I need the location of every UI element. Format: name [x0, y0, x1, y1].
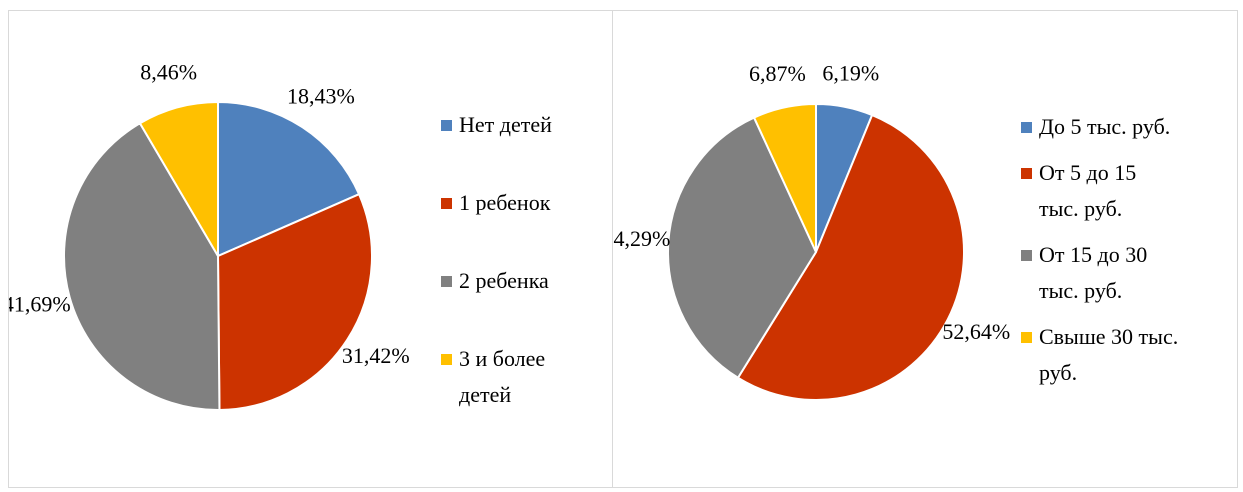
pie-slice	[752, 102, 817, 253]
legend-swatch	[1021, 332, 1032, 343]
legend-swatch	[441, 198, 452, 209]
legend-item: От 15 до 30 тыс. руб.	[1021, 237, 1181, 309]
data-label: 8,46%	[140, 60, 197, 85]
pie-slice	[138, 100, 219, 260]
pie-slice	[216, 192, 373, 412]
data-label: 52,64%	[942, 319, 1010, 344]
data-label: 18,43%	[287, 84, 355, 109]
legend-swatch	[1021, 250, 1032, 261]
chart-panel: 18,43% 31,42% 41,69% 8,46% Нет детей 1 ребен…	[8, 10, 613, 488]
legend-swatch	[1021, 168, 1032, 179]
legend-swatch	[441, 354, 452, 365]
data-label: 34,29%	[613, 226, 670, 251]
pie-slice	[736, 113, 965, 401]
legend-label: От 15 до 30 тыс. руб.	[1039, 242, 1148, 303]
pie-slice	[217, 100, 361, 258]
legend: Нет детей 1 ребенок 2 ребенка 3 и более дет…	[441, 107, 591, 413]
data-label: 41,69%	[9, 291, 71, 316]
legend-label: 3 и более детей	[459, 346, 546, 407]
legend-label: 2 ребенка	[459, 268, 549, 293]
data-label: 31,42%	[342, 343, 410, 368]
legend-swatch	[1021, 122, 1032, 133]
legend-label: До 5 тыс. руб.	[1039, 114, 1171, 139]
legend-label: Нет детей	[459, 112, 552, 137]
legend-item: Нет детей	[441, 107, 591, 143]
legend-item: От 5 до 15 тыс. руб.	[1021, 155, 1181, 227]
legend-item: 2 ребенка	[441, 263, 591, 299]
pie-slice	[63, 121, 221, 411]
legend-swatch	[441, 120, 452, 131]
chart: 18,43% 31,42% 41,69% 8,46%	[9, 60, 410, 412]
legend-label: 1 ребенок	[459, 190, 551, 215]
legend-item: 3 и более детей	[441, 341, 591, 413]
legend-item: Свыше 30 тыс. руб.	[1021, 319, 1181, 391]
chart-panel: 6,19% 52,64% 34,29% 6,87% До 5 тыс. руб. От …	[612, 10, 1238, 488]
data-label: 6,87%	[749, 61, 806, 86]
legend-label: От 5 до 15 тыс. руб.	[1039, 160, 1137, 221]
data-label: 6,19%	[822, 60, 879, 85]
legend: До 5 тыс. руб. От 5 до 15 тыс. руб. От 15 …	[1021, 109, 1181, 391]
legend-label: Свыше 30 тыс. руб.	[1039, 324, 1179, 385]
chart: 6,19% 52,64% 34,29% 6,87%	[613, 60, 1010, 401]
legend-item: 1 ребенок	[441, 185, 591, 221]
pie-slice	[667, 116, 818, 380]
legend-swatch	[441, 276, 452, 287]
legend-item: До 5 тыс. руб.	[1021, 109, 1181, 145]
